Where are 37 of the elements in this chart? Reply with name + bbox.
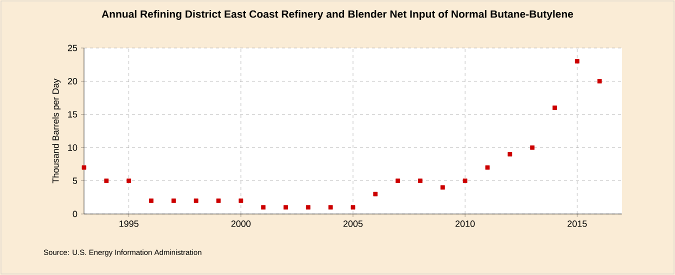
point [149,198,154,203]
point [552,106,557,110]
point [171,198,176,203]
point [396,178,400,183]
y-tick-label: 5 [72,178,78,184]
x-tick-label: 2015 [568,220,587,227]
point [82,165,86,170]
x-tick-label: 1995 [120,220,138,227]
point [418,178,422,183]
chart-title: Annual Refining District East Coast Refinery and Blender Net Input of Normal Butane-Butylene [102,10,574,20]
y-tick-label: 0 [72,210,78,218]
point [574,59,580,64]
point [597,78,602,84]
point [462,178,468,183]
point [440,185,445,190]
point [350,205,356,210]
point [306,205,310,210]
point [485,165,490,170]
y-tick-label: 25 [68,44,78,52]
y-axis-title: Thousand Barrels per Day [52,78,61,184]
y-tick-label: 20 [68,78,78,84]
point [126,178,132,183]
x-tick-label: 2005 [343,220,363,227]
point [216,198,221,203]
point [328,205,333,210]
point [530,145,535,150]
point [284,205,288,210]
y-tick-label: 15 [68,111,78,118]
x-tick-label: 2000 [231,220,251,227]
point [373,192,378,196]
y-tick-label: 10 [68,144,78,151]
point [238,198,244,203]
point [194,198,198,203]
point [508,152,512,156]
point [104,178,109,183]
x-tick-label: 2010 [456,220,475,227]
point [261,205,266,210]
